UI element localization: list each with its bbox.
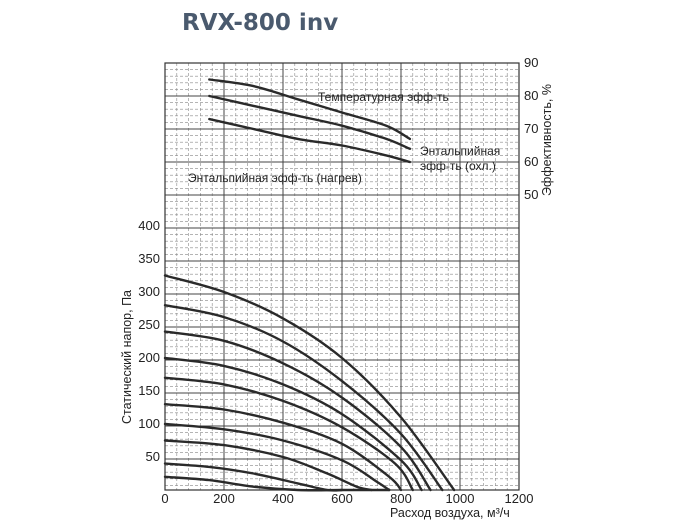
y2-tick-label: 50	[524, 187, 538, 202]
tick-labels: 0 200 400 600 800 1000 1200 50 100 150 200 250 300 35…	[138, 55, 538, 506]
pressure-curve-6	[163, 376, 414, 492]
efficiency-curve-3	[208, 117, 412, 164]
pressure-curve-5	[163, 403, 403, 492]
pressure-curve-4	[163, 422, 391, 492]
annotation-enth-heat: Энтальпийная эфф-ть (нагрев)	[188, 171, 362, 185]
y-tick-label: 200	[138, 350, 160, 365]
pressure-curve-2	[163, 462, 344, 492]
y-tick-label: 350	[138, 251, 160, 266]
y2-tick-label: 80	[524, 88, 538, 103]
efficiency-curves	[208, 78, 412, 164]
x-tick-label: 800	[390, 491, 412, 506]
y2-tick-label: 90	[524, 55, 538, 70]
annotation-enth-cool-2: эфф-ть (охл.)	[420, 159, 496, 173]
y2-tick-label: 70	[524, 121, 538, 136]
y-tick-label: 100	[138, 416, 160, 431]
pressure-curves	[163, 274, 456, 492]
y-tick-label: 50	[146, 449, 160, 464]
y-tick-label: 150	[138, 383, 160, 398]
x-axis-label: Расход воздуха, м³/ч	[390, 506, 510, 520]
x-tick-label: 400	[272, 491, 294, 506]
y2-axis-label: Эффективность, %	[540, 84, 554, 196]
pressure-curve-8	[163, 330, 432, 492]
pressure-curve-3	[163, 439, 373, 492]
y2-tick-label: 60	[524, 154, 538, 169]
chart-title: RVX-800 inv	[182, 10, 338, 36]
pressure-curve-10	[163, 274, 456, 492]
y-tick-label: 250	[138, 317, 160, 332]
x-tick-label: 200	[213, 491, 235, 506]
x-tick-label: 1200	[505, 491, 534, 506]
x-tick-label: 0	[161, 491, 168, 506]
y-tick-label: 400	[138, 218, 160, 233]
y-tick-label: 300	[138, 284, 160, 299]
y-axis-label: Статический напор, Па	[120, 290, 134, 424]
efficiency-curve-2	[208, 94, 412, 150]
pressure-curve-9	[163, 304, 444, 492]
annotation-enth-cool-1: Энтальпийная	[420, 144, 500, 158]
x-tick-label: 600	[331, 491, 353, 506]
efficiency-curve-1	[208, 78, 412, 141]
pressure-curve-7	[163, 356, 423, 492]
x-tick-label: 1000	[446, 491, 475, 506]
annotation-temp: Температурная эфф-ть	[318, 90, 449, 104]
